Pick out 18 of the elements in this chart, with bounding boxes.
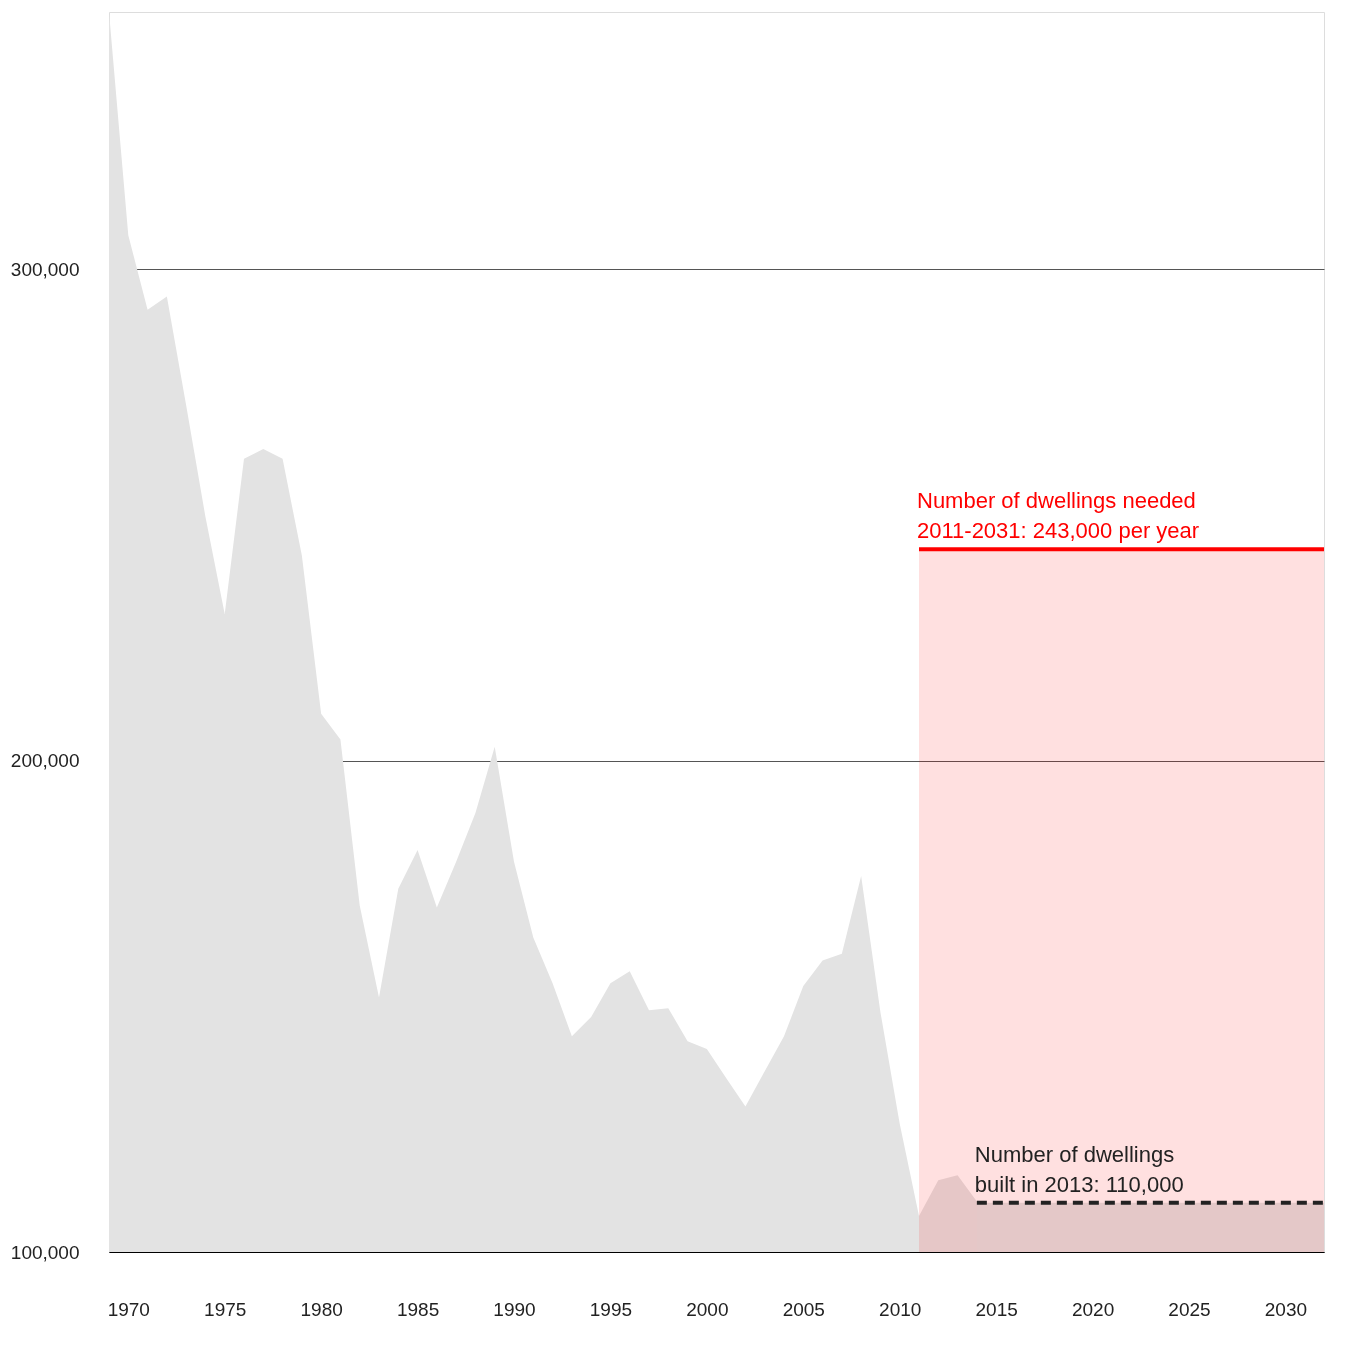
x-tick-label: 1985 [396,1298,440,1320]
y-tick-label: 300,000 [10,258,80,280]
x-tick-label: 2015 [975,1298,1018,1320]
x-tick-label: 1975 [204,1298,247,1320]
x-tick-label: 2020 [1071,1298,1115,1320]
x-tick-label: 1990 [493,1298,536,1320]
annotation: Number of dwellings needed 2011-2031: 243,000 per year [917,488,1200,544]
y-tick-label: 200,000 [10,750,80,772]
x-tick-label: 2005 [782,1298,825,1320]
x-tick-label: 1980 [300,1298,343,1320]
x-tick-label: 1970 [107,1298,150,1320]
x-tick-label: 2000 [686,1298,729,1320]
annotation: Number of dwellings built in 2013: 110,000 [974,1141,1184,1197]
y-tick-label: 100,000 [10,1241,80,1263]
x-tick-label: 1995 [589,1298,633,1320]
x-tick-label: 2025 [1168,1298,1211,1320]
x-tick-label: 2010 [879,1298,922,1320]
x-tick-label: 2030 [1264,1298,1308,1320]
